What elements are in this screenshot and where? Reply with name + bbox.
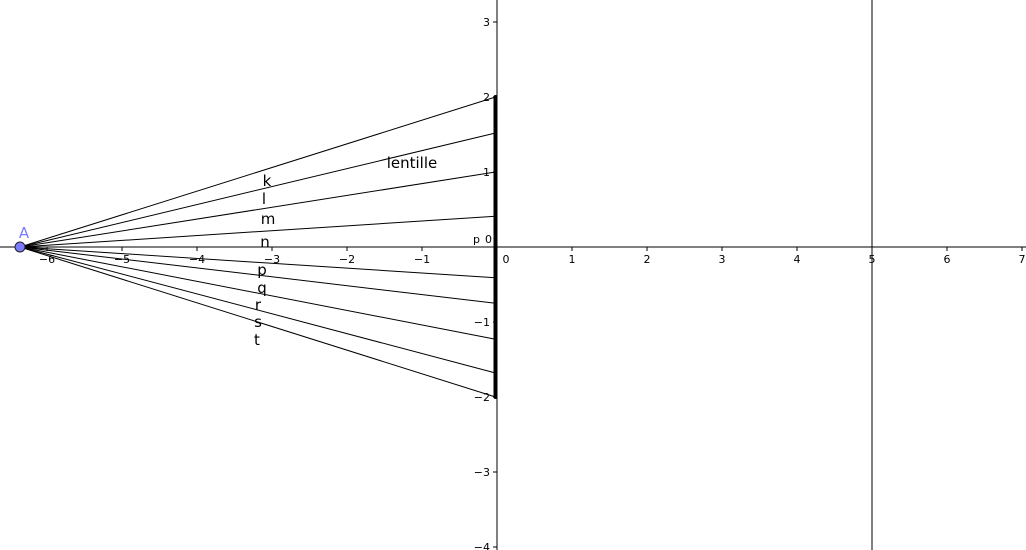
- ray-r[interactable]: [19, 246, 496, 340]
- origin-label: 0: [485, 233, 492, 246]
- x-tick-label: −4: [189, 253, 205, 266]
- x-tick-label: −6: [39, 253, 55, 266]
- y-tick-label: 1: [483, 166, 490, 179]
- x-tick-label: 1: [569, 253, 576, 266]
- y-tick-label: 3: [483, 16, 490, 29]
- ray-l[interactable]: [19, 132, 496, 248]
- y-tick-label: 2: [483, 91, 490, 104]
- ray-label-q: q: [257, 279, 267, 297]
- ray-q[interactable]: [19, 246, 496, 304]
- ray-m[interactable]: [19, 171, 496, 248]
- x-tick-label: 7: [1019, 253, 1026, 266]
- ray-k[interactable]: [19, 96, 496, 248]
- x-tick-label: 3: [719, 253, 726, 266]
- x-tick-label: 0: [503, 253, 510, 266]
- y-tick-label: −4: [474, 541, 490, 550]
- ray-label-n: n: [260, 233, 270, 251]
- point-a-label: A: [19, 224, 30, 242]
- label-p-near-origin: p: [473, 233, 480, 246]
- y-tick-label: −1: [474, 316, 490, 329]
- y-tick-label: −3: [474, 466, 490, 479]
- ray-label-r: r: [255, 296, 262, 314]
- lens-label: lentille: [387, 154, 438, 172]
- x-tick-label: 2: [644, 253, 651, 266]
- x-tick-label: −1: [414, 253, 430, 266]
- x-tick-label: 4: [794, 253, 801, 266]
- ray-label-k: k: [263, 172, 272, 190]
- ray-label-p: p: [257, 261, 267, 279]
- ray-t[interactable]: [19, 246, 496, 398]
- ray-label-t: t: [254, 331, 260, 349]
- point-a[interactable]: [14, 241, 26, 253]
- ray-label-l: l: [262, 190, 266, 208]
- ray-p[interactable]: [19, 246, 496, 279]
- ray-label-m: m: [261, 210, 276, 228]
- x-tick-label: −2: [339, 253, 355, 266]
- ray-s[interactable]: [19, 246, 496, 374]
- x-tick-label: 6: [944, 253, 951, 266]
- ray-n[interactable]: [19, 215, 496, 248]
